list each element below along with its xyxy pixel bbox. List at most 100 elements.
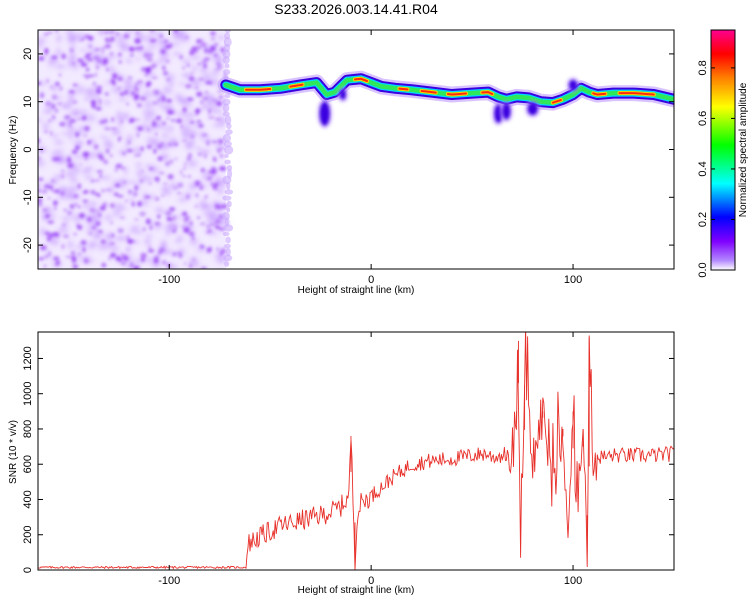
noise-blob [42,32,50,37]
noise-haze [158,184,173,195]
noise-blob [184,214,192,221]
noise-blob [95,63,100,72]
noise-edge [224,63,230,69]
noise-blob [154,195,161,202]
noise-blob [175,251,183,255]
snr-x-ticks: -100 0 100 [158,332,582,587]
y-tick-label: 0 [22,567,34,573]
noise-blob [164,97,174,104]
noise-blob [87,207,98,214]
colorbar-label: Normalized spectral amplitude [738,82,749,217]
noise-blob [49,85,54,89]
noise-blob [181,105,188,114]
noise-blob [220,47,224,54]
noise-haze [148,221,168,232]
noise-blob [204,230,213,235]
noise-blob [108,242,117,246]
noise-haze [62,188,79,204]
noise-edge [224,217,230,227]
y-tick-label: -10 [22,189,34,205]
noise-blob [173,157,179,161]
noise-haze [124,242,134,256]
noise-blob [43,130,49,134]
noise-blob [94,87,103,95]
noise-haze [185,235,203,249]
ridge-dip [339,89,346,100]
noise-blob [188,261,194,269]
noise-blob [135,80,145,84]
spectral-ridge [217,70,674,129]
noise-blob [128,116,137,124]
noise-blob [77,211,87,220]
noise-blob [206,115,217,120]
y-tick-label: 1200 [22,346,34,370]
noise-blob [57,121,67,128]
ridge-hot-red [592,92,607,96]
noise-blob [146,248,156,254]
noise-blob [208,245,213,253]
y-tick-label: 600 [22,455,34,473]
colorbar-tick-label: 0.0 [697,262,709,277]
noise-blob [142,195,153,200]
noise-blob [213,67,223,71]
noise-blob [127,46,132,51]
noise-haze [57,214,76,222]
noise-blob [87,232,94,236]
noise-blob [171,228,178,234]
noise-blob [172,141,180,147]
noise-blob [96,152,105,160]
noise-blob [110,115,115,124]
noise-blob [43,100,54,107]
noise-blob [76,205,82,209]
y-tick-label: 20 [22,48,34,60]
noise-blob [50,178,55,184]
noise-blob [83,51,94,58]
noise-blob [98,173,103,179]
noise-haze [38,108,57,116]
noise-blob [60,223,67,228]
noise-blob [214,62,223,66]
noise-blob [146,127,150,132]
noise-blob [138,178,145,184]
noise-edge [223,254,233,262]
noise-blob [87,74,96,78]
noise-edge [223,224,234,232]
noise-blob [155,114,162,122]
noise-blob [202,56,212,62]
noise-blob [70,263,80,269]
noise-blob [202,63,208,69]
noise-blob [160,194,165,197]
noise-blob [160,141,165,147]
noise-blob [47,184,55,191]
noise-blob [98,204,108,212]
noise-blob [90,178,95,184]
x-tick-label: 100 [564,274,582,286]
noise-edge [224,189,234,195]
noise-blob [124,148,135,153]
noise-blob [152,253,162,262]
noise-blob [205,139,211,148]
noise-blob [152,147,158,156]
noise-blob [161,64,167,72]
noise-blob [148,37,158,44]
noise-blob [47,118,53,123]
noise-blob [194,90,204,99]
noise-blob [135,31,140,36]
chart-title: S233.2026.003.14.41.R04 [274,1,438,17]
spectrogram-x-label: Height of straight line (km) [298,285,415,296]
noise-blob [195,38,200,45]
noise-blob [199,166,207,174]
noise-blob [187,75,196,82]
noise-blob [166,77,171,82]
noise-edge [224,243,231,249]
noise-blob [156,155,164,163]
noise-blob [38,146,44,155]
noise-blob [189,220,194,227]
noise-blob [115,226,126,235]
noise-blob [145,79,154,87]
noise-blob [174,225,178,229]
x-tick-label: 100 [564,575,582,587]
noise-blob [140,169,145,173]
noise-blob [128,53,136,57]
